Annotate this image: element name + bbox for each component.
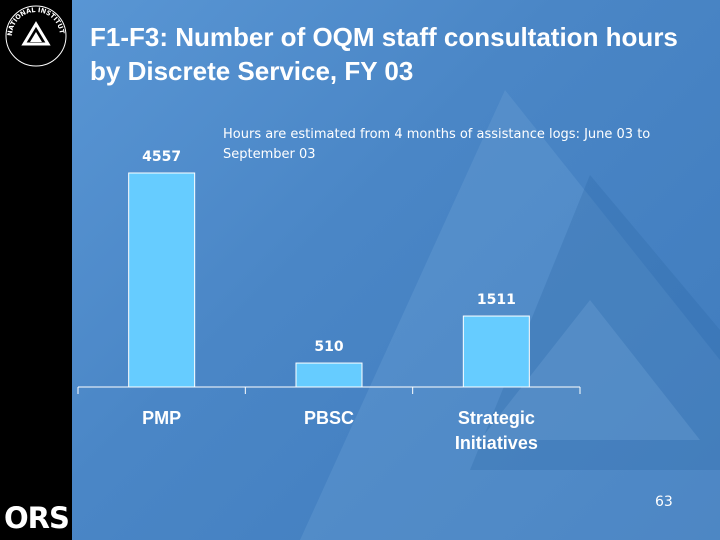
bar-strategic-initiatives [462, 315, 530, 388]
x-tick-label: Strategic [458, 408, 535, 428]
left-sidebar-band: NATIONAL INSTITUTES OF HEALTH ORS [0, 0, 72, 540]
x-tick-label: PBSC [304, 408, 354, 428]
data-label: 510 [314, 339, 343, 355]
slide-title: F1-F3: Number of OQM staff consultation … [90, 22, 678, 86]
bar-pmp [128, 172, 196, 388]
chart-note: Hours are estimated from 4 months of ass… [223, 127, 651, 162]
data-label: 1511 [477, 292, 516, 308]
x-tick-label: PMP [142, 408, 181, 428]
nih-seal-icon: NATIONAL INSTITUTES OF HEALTH [4, 4, 67, 67]
data-label: 4557 [142, 149, 181, 165]
page-number: 63 [655, 494, 673, 510]
ors-logo: ORS [4, 501, 70, 535]
bar-pbsc [295, 362, 363, 388]
x-tick-label: Initiatives [455, 433, 538, 453]
